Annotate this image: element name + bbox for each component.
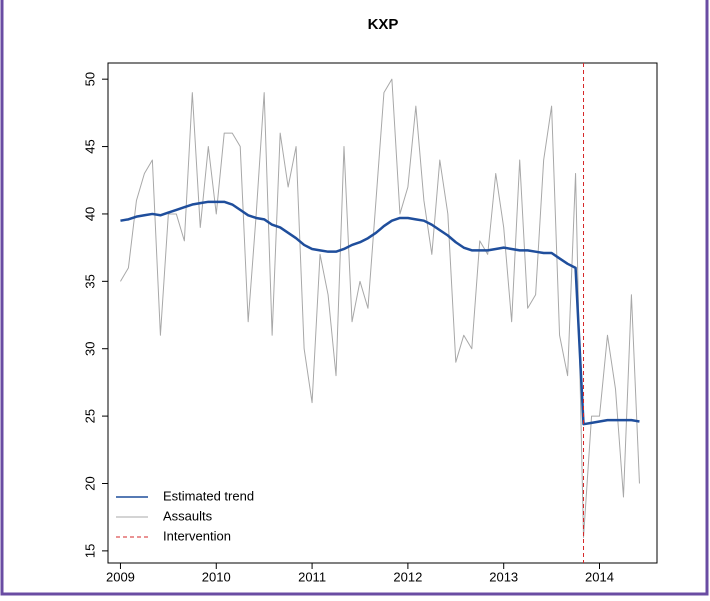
y-tick-label: 50 xyxy=(82,72,97,86)
y-tick-label: 35 xyxy=(82,274,97,288)
x-tick-label: 2014 xyxy=(585,569,614,584)
x-tick-label: 2013 xyxy=(489,569,518,584)
series-line xyxy=(120,200,640,426)
chart-title: KXP xyxy=(368,16,399,33)
x-tick-label: 2010 xyxy=(202,569,231,584)
y-tick-label: 15 xyxy=(82,544,97,558)
y-tick-label: 25 xyxy=(82,409,97,423)
x-tick-label: 2009 xyxy=(106,569,135,584)
y-tick-label: 30 xyxy=(82,341,97,355)
legend-label: Estimated trend xyxy=(163,488,254,503)
plot-box xyxy=(107,62,658,564)
y-tick-label: 20 xyxy=(82,476,97,490)
series-line xyxy=(120,78,640,538)
x-tick-label: 2012 xyxy=(393,569,422,584)
legend-label: Intervention xyxy=(163,528,231,543)
y-tick-label: 40 xyxy=(82,207,97,221)
y-tick-label: 45 xyxy=(82,139,97,153)
legend-label: Assaults xyxy=(163,508,213,523)
x-tick-label: 2011 xyxy=(298,569,326,584)
